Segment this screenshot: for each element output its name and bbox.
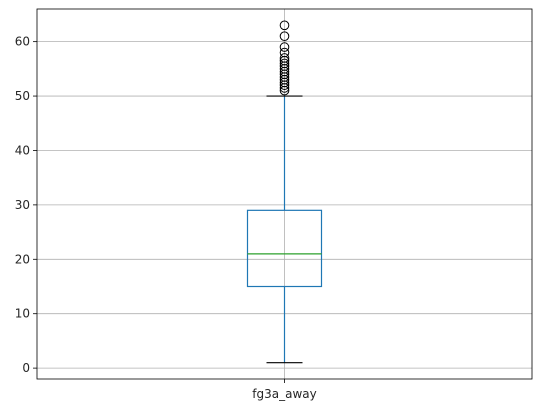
- box-plot: [246, 20, 323, 364]
- outlier-point: [279, 47, 290, 58]
- axes-frame: [36, 8, 533, 380]
- axis-ticks: 0 10 20 30 40 50 60: [15, 35, 285, 383]
- y-tick-label: 50: [15, 89, 30, 103]
- y-tick-label: 0: [22, 361, 30, 375]
- y-tick-label: 60: [15, 35, 30, 49]
- y-tick-label: 10: [15, 307, 30, 321]
- outlier-point: [279, 42, 290, 52]
- outlier-point: [279, 31, 290, 42]
- outlier-point: [279, 53, 290, 63]
- y-tick-label: 30: [15, 198, 30, 212]
- y-tick-label: 40: [15, 143, 30, 157]
- y-tick-label: 20: [15, 252, 30, 266]
- outlier-point: [279, 58, 290, 69]
- outlier-point: [279, 20, 290, 31]
- iqr-box: [246, 209, 323, 288]
- x-tick-label: fg3a_away: [252, 387, 316, 401]
